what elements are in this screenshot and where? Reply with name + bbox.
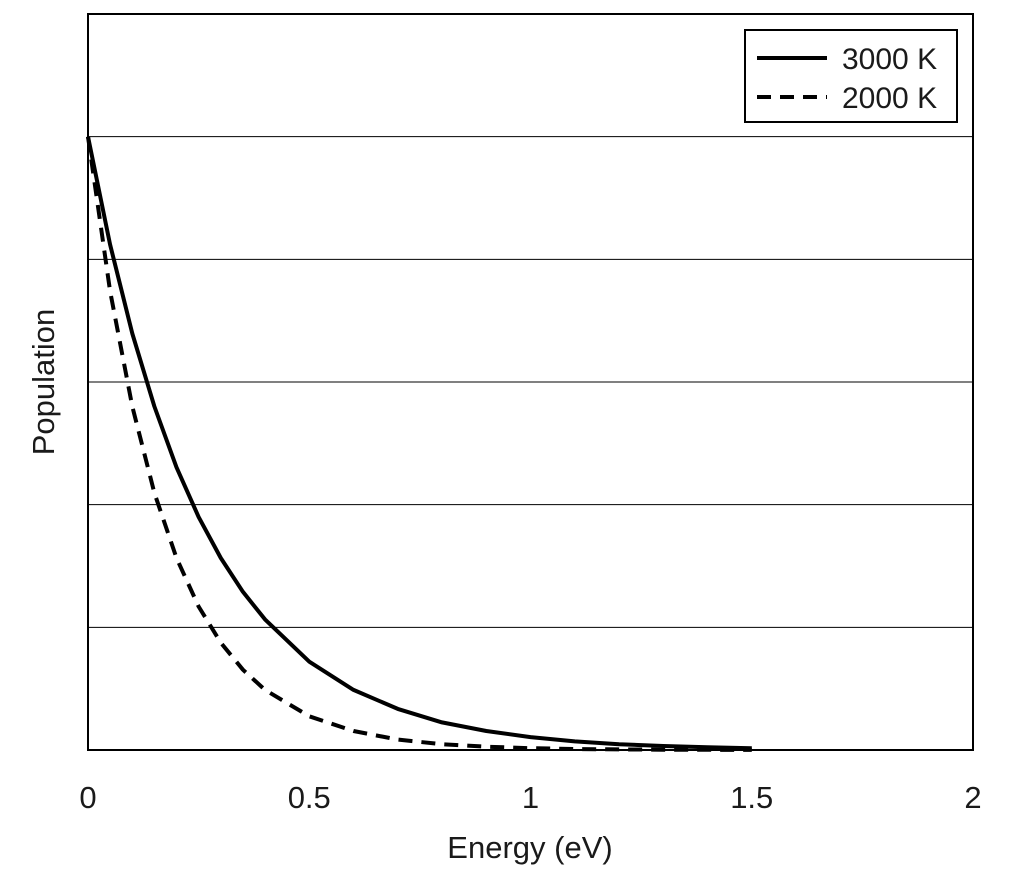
y-axis-label: Population bbox=[26, 309, 61, 456]
x-tick-label-0: 0 bbox=[79, 780, 96, 815]
x-tick-label-4: 2 bbox=[964, 780, 981, 815]
x-tick-label-1: 0.5 bbox=[288, 780, 331, 815]
x-tick-labels: 0 0.5 1 1.5 2 bbox=[79, 780, 981, 815]
grid bbox=[88, 136, 973, 628]
series-lines bbox=[86, 136, 752, 752]
x-axis-label: Energy (eV) bbox=[447, 830, 612, 865]
legend-label-3000k: 3000 K bbox=[842, 43, 937, 76]
x-tick-label-3: 1.5 bbox=[730, 780, 773, 815]
legend-box bbox=[744, 29, 958, 123]
series-line-3000-k bbox=[86, 136, 752, 751]
legend-label-2000k: 2000 K bbox=[842, 82, 937, 115]
x-tick-label-2: 1 bbox=[522, 780, 539, 815]
legend: 3000 K 2000 K bbox=[744, 29, 958, 123]
plot-frame bbox=[87, 13, 974, 751]
series-line-2000-k bbox=[86, 136, 752, 752]
